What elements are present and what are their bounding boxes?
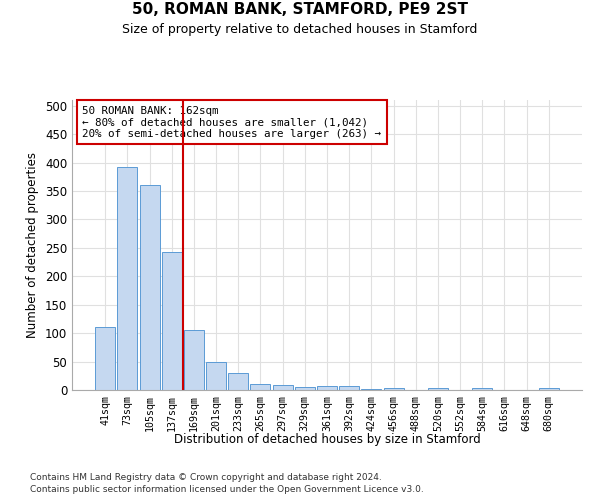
- Bar: [295, 387, 315, 390]
- Bar: [250, 384, 271, 390]
- Bar: [162, 252, 182, 390]
- Y-axis label: Number of detached properties: Number of detached properties: [26, 152, 40, 338]
- Bar: [272, 386, 293, 390]
- Text: Distribution of detached houses by size in Stamford: Distribution of detached houses by size …: [173, 432, 481, 446]
- Bar: [228, 373, 248, 390]
- Bar: [118, 166, 137, 390]
- Text: Size of property relative to detached houses in Stamford: Size of property relative to detached ho…: [122, 22, 478, 36]
- Text: Contains public sector information licensed under the Open Government Licence v3: Contains public sector information licen…: [30, 485, 424, 494]
- Bar: [361, 389, 382, 390]
- Bar: [339, 386, 359, 390]
- Text: Contains HM Land Registry data © Crown copyright and database right 2024.: Contains HM Land Registry data © Crown c…: [30, 472, 382, 482]
- Bar: [472, 388, 492, 390]
- Text: 50 ROMAN BANK: 162sqm
← 80% of detached houses are smaller (1,042)
20% of semi-d: 50 ROMAN BANK: 162sqm ← 80% of detached …: [82, 106, 381, 139]
- Bar: [140, 186, 160, 390]
- Bar: [184, 330, 204, 390]
- Bar: [95, 328, 115, 390]
- Bar: [539, 388, 559, 390]
- Bar: [206, 362, 226, 390]
- Bar: [317, 386, 337, 390]
- Bar: [428, 388, 448, 390]
- Bar: [383, 388, 404, 390]
- Text: 50, ROMAN BANK, STAMFORD, PE9 2ST: 50, ROMAN BANK, STAMFORD, PE9 2ST: [132, 2, 468, 18]
